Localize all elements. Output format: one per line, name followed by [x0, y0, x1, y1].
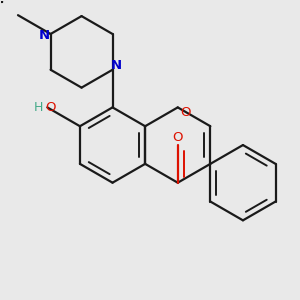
- Text: H: H: [34, 101, 43, 114]
- Text: O: O: [180, 106, 191, 119]
- Text: O: O: [172, 130, 183, 144]
- Text: N: N: [111, 59, 122, 72]
- Text: N: N: [39, 29, 50, 43]
- Text: O: O: [45, 101, 56, 114]
